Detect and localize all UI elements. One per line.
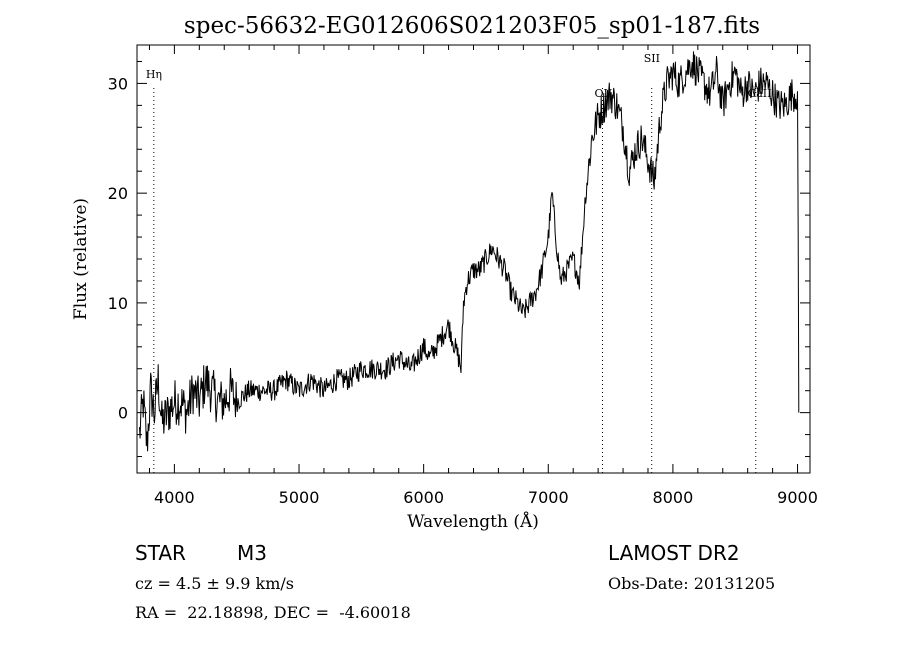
x-tick-label: 7000 bbox=[528, 488, 569, 507]
y-tick-label: 20 bbox=[108, 184, 128, 203]
object-subclass: M3 bbox=[237, 541, 267, 565]
x-axis: 4000 5000 6000 7000 8000 9000 bbox=[148, 45, 818, 507]
y-axis-label: Flux (relative) bbox=[71, 198, 91, 320]
x-axis-label: Wavelength (Å) bbox=[407, 511, 539, 532]
redshift-velocity: cz = 4.5 ± 9.9 km/s bbox=[135, 574, 294, 593]
object-class: STAR bbox=[135, 541, 186, 565]
x-tick-label: 8000 bbox=[653, 488, 694, 507]
sky-coordinates: RA = 22.18898, DEC = -4.60018 bbox=[135, 603, 411, 622]
spectral-line-label: Hη bbox=[146, 68, 162, 81]
y-tick-label: 0 bbox=[118, 404, 128, 423]
x-tick-label: 4000 bbox=[154, 488, 195, 507]
x-tick-label: 5000 bbox=[279, 488, 320, 507]
y-tick-label: 30 bbox=[108, 74, 128, 93]
chart-title: spec-56632-EG012606S021203F05_sp01-187.f… bbox=[184, 13, 760, 39]
observation-date: Obs-Date: 20131205 bbox=[608, 574, 776, 593]
spectrum-line bbox=[139, 51, 800, 452]
plot-frame bbox=[136, 44, 811, 474]
y-tick-label: 10 bbox=[108, 294, 128, 313]
spectral-line-label: SII bbox=[644, 52, 660, 65]
x-tick-label: 9000 bbox=[777, 488, 818, 507]
x-tick-label: 6000 bbox=[403, 488, 444, 507]
survey-label: LAMOST DR2 bbox=[608, 541, 740, 565]
y-axis: 0 10 20 30 bbox=[108, 60, 810, 458]
